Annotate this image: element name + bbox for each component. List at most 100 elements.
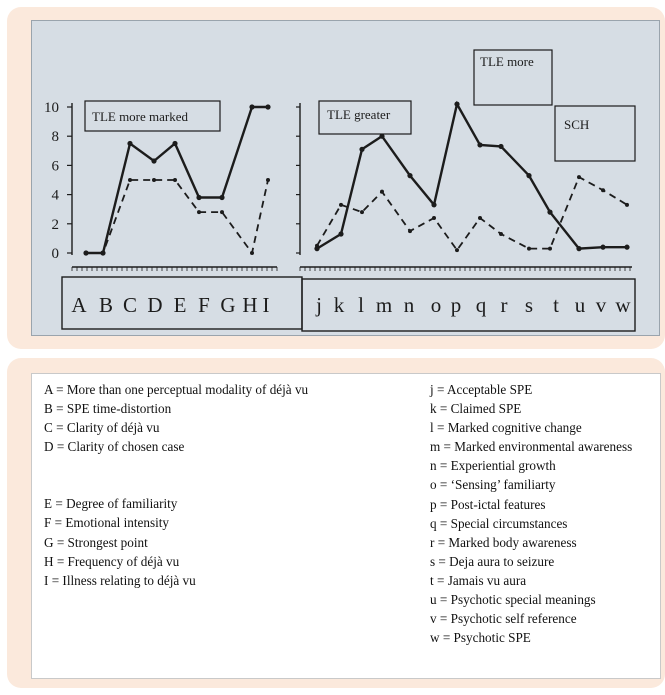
data-point-solid [576, 246, 582, 252]
legend-column-right: j = Acceptable SPE k = Claimed SPE l = M… [430, 380, 654, 647]
legend-item: I = Illness relating to déjà vu [44, 572, 196, 588]
data-point-dashed [577, 175, 581, 180]
legend-item: C = Clarity of déjà vu [44, 420, 160, 436]
legend-panel: A = More than one perceptual modality of… [7, 358, 665, 688]
legend-item: n = Experiential growth [430, 458, 556, 474]
y-tick-label: 6 [52, 158, 60, 174]
x-tick-label: w [615, 293, 631, 317]
data-point-dashed [499, 232, 503, 237]
annotation-text: SCH [564, 117, 589, 132]
data-point-dashed [408, 229, 412, 234]
legend-item: B = SPE time-distortion [44, 401, 172, 417]
x-tick-label: F [198, 293, 210, 317]
x-tick-label: p [451, 293, 462, 317]
x-tick-label: n [404, 293, 415, 317]
legend-item: j = Acceptable SPE [430, 382, 533, 397]
series-line-dashed [316, 175, 628, 252]
x-tick-label: m [376, 293, 392, 317]
legend-item: k = Claimed SPE [430, 401, 522, 417]
category-box [301, 278, 636, 332]
legend-item: o = ‘Sensing’ familiarty [430, 477, 556, 493]
y-tick-label: 8 [52, 129, 60, 145]
series-line-dashed [86, 179, 269, 256]
x-tick-label: D [147, 293, 162, 317]
figure-panel: 0 2 4 6 8 10 A B C D E F G H I TLE more marked j k l m n o p q r… [7, 7, 665, 349]
legend-item: u = Psychotic special meanings [430, 592, 596, 608]
legend-item: l = Marked cognitive change [430, 420, 582, 436]
data-point-solid [151, 158, 157, 164]
data-point-solid [454, 101, 460, 107]
legend-column-left: A = More than one perceptual modality of… [44, 380, 434, 590]
x-tick-label: l [358, 293, 364, 317]
x-tick-label: I [263, 293, 270, 317]
data-point-dashed [152, 178, 156, 182]
x-tick-label: s [525, 293, 533, 317]
x-tick-label: r [501, 293, 508, 317]
legend-item: m = Marked environmental awareness [430, 439, 633, 455]
data-point-solid [265, 104, 271, 110]
line-chart: 0 2 4 6 8 10 A B C D E F G H I TLE more marked j k l m n o p q r… [44, 49, 636, 332]
data-point-dashed [527, 246, 531, 251]
y-tick-label: 2 [52, 217, 60, 233]
legend-spacer [44, 456, 434, 494]
data-point-dashed [315, 243, 319, 248]
x-tick-label: k [334, 293, 345, 317]
x-tick-label: B [99, 293, 113, 317]
x-tick-label: v [596, 293, 607, 317]
data-point-dashed [432, 215, 436, 220]
x-tick-label: q [476, 293, 487, 317]
data-point-dashed [548, 246, 552, 251]
legend-item: w = Psychotic SPE [430, 630, 531, 646]
y-tick-label: 0 [52, 246, 60, 262]
data-point-dashed [250, 251, 254, 255]
series-line-solid [316, 100, 627, 250]
x-tick-label: C [123, 293, 137, 317]
legend-item: A = More than one perceptual modality of… [44, 382, 309, 397]
x-tick-label: u [575, 293, 586, 317]
y-tick-label: 4 [52, 188, 60, 204]
data-point-solid [249, 104, 255, 110]
data-point-solid [547, 209, 553, 215]
data-point-dashed [380, 189, 384, 194]
legend-item: s = Deja aura to seizure [430, 553, 555, 569]
x-tick-label: j [315, 293, 322, 317]
annotation-text: TLE more [480, 54, 534, 69]
chart-photo: 0 2 4 6 8 10 A B C D E F G H I TLE more marked j k l m n o p q r… [31, 20, 660, 336]
annotation-box [318, 100, 412, 135]
annotation-text: TLE more marked [92, 109, 189, 124]
legend-item: H = Frequency of déjà vu [44, 553, 180, 569]
legend-item: r = Marked body awareness [430, 534, 577, 550]
data-point-dashed [360, 210, 364, 215]
data-point-solid [172, 140, 178, 147]
data-point-solid [477, 142, 483, 148]
data-point-dashed [266, 178, 270, 182]
annotation-box [554, 105, 636, 162]
data-point-solid [314, 246, 320, 252]
legend-item: v = Psychotic self reference [430, 611, 577, 627]
data-point-dashed [455, 248, 459, 253]
data-point-solid [431, 202, 437, 208]
data-point-solid [219, 194, 225, 201]
data-point-solid [600, 244, 606, 250]
legend-box: A = More than one perceptual modality of… [31, 373, 661, 679]
data-point-solid [359, 146, 365, 152]
x-tick-label: o [431, 293, 442, 317]
data-point-dashed [101, 251, 105, 255]
y-tick-label: 10 [44, 100, 59, 116]
data-point-dashed [84, 251, 88, 255]
legend-item: t = Jamais vu aura [430, 572, 527, 588]
legend-item: G = Strongest point [44, 534, 148, 550]
annotation-text: TLE greater [327, 107, 391, 122]
x-tick-label: G [220, 293, 235, 317]
legend-item: F = Emotional intensity [44, 515, 170, 531]
data-point-solid [379, 133, 385, 139]
legend-item: q = Special circumstances [430, 515, 568, 531]
x-tick-label: A [71, 293, 87, 317]
annotation-box [473, 49, 553, 106]
data-point-dashed [220, 210, 224, 215]
data-point-solid [526, 173, 532, 179]
annotation-box [84, 100, 221, 132]
legend-item: p = Post-ictal features [430, 496, 546, 512]
data-point-dashed [128, 178, 132, 182]
data-point-solid [407, 173, 413, 179]
